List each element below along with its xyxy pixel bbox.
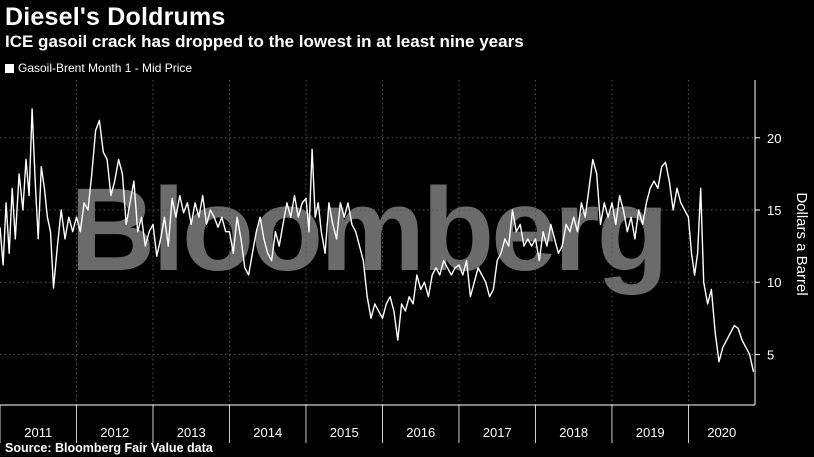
y-axis-label: Dollars a Barrel — [793, 192, 810, 295]
x-tick-label: 2015 — [330, 425, 359, 440]
x-tick-label: 2013 — [177, 425, 206, 440]
x-tick-label: 2014 — [253, 425, 282, 440]
chart-title: Diesel's Doldrums — [5, 3, 226, 31]
y-tick-label: 5 — [767, 347, 774, 362]
legend-label: Gasoil-Brent Month 1 - Mid Price — [18, 61, 193, 75]
legend: Gasoil-Brent Month 1 - Mid Price — [5, 61, 192, 75]
series-group — [0, 108, 755, 372]
x-tick-label: 2017 — [483, 425, 512, 440]
y-tick-label: 15 — [767, 203, 781, 218]
grid — [0, 80, 755, 405]
x-tick-label: 2016 — [406, 425, 435, 440]
x-tick-label: 2020 — [707, 425, 736, 440]
x-tick-label: 2019 — [636, 425, 665, 440]
legend-swatch — [5, 63, 14, 73]
y-axis: 5 10 15 20 — [754, 80, 781, 405]
x-tick-label: 2018 — [559, 425, 588, 440]
x-tick-label: 2011 — [24, 425, 52, 440]
series-line — [0, 108, 755, 372]
y-tick-label: 10 — [767, 275, 781, 290]
x-axis: 2011 2012 2013 2014 2015 2016 2017 2018 2019 2020 — [0, 404, 755, 443]
x-tick-label: 2012 — [100, 425, 129, 440]
y-tick-label: 20 — [767, 131, 781, 146]
source-note: Source: Bloomberg Fair Value data — [5, 441, 213, 455]
chart-subtitle: ICE gasoil crack has dropped to the lowe… — [5, 32, 524, 51]
